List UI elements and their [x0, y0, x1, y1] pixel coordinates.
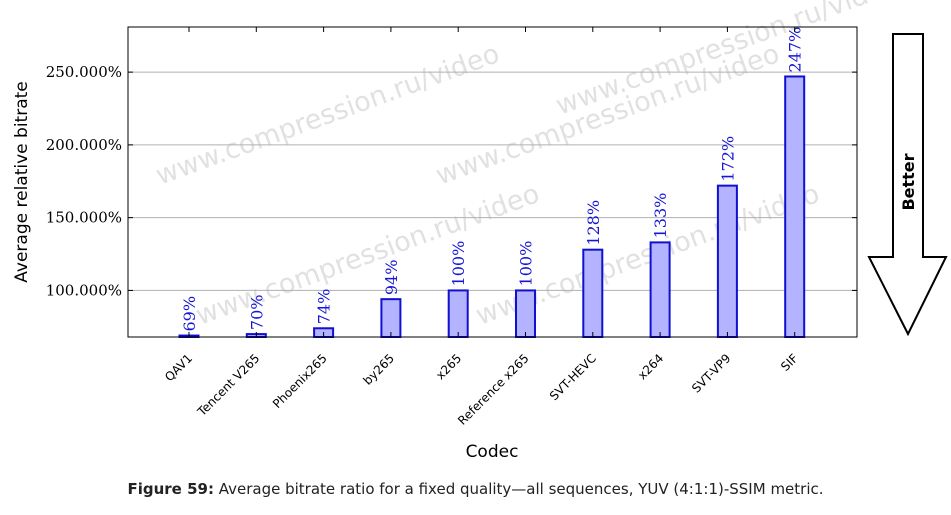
gridlines — [128, 71, 857, 291]
data-label: 133% — [651, 193, 670, 239]
x-tick-label: by265 — [361, 351, 398, 388]
y-axis-label: Average relative bitrate — [12, 81, 32, 282]
data-label: 69% — [180, 296, 199, 332]
x-tick-label: Tencent V265 — [194, 351, 262, 419]
data-labels: 69% 70% 74% 94% 100% 100% 128% 133% 172% 247% — [180, 27, 805, 332]
data-label: 94% — [382, 260, 401, 296]
caption-text: Average bitrate ratio for a fixed qualit… — [218, 480, 824, 498]
better-arrow: Better — [867, 33, 948, 337]
x-tick-label: SIF — [778, 351, 801, 374]
bar — [447, 289, 469, 338]
data-label: 172% — [718, 136, 737, 182]
data-label: 74% — [315, 289, 334, 325]
bar — [784, 75, 806, 338]
x-tick-label: Phoenix265 — [270, 351, 330, 411]
watermark-text: www.compression.ru/video — [552, 0, 904, 122]
x-tick-label: QAV1 — [162, 351, 195, 384]
bar — [515, 289, 536, 338]
x-tick-label: Reference x265 — [455, 351, 532, 428]
x-tick-label: x264 — [635, 351, 666, 382]
data-label: 128% — [584, 200, 603, 246]
data-label: 100% — [517, 241, 536, 287]
y-tick-label: 200.000% — [46, 136, 122, 154]
x-tick-label: SVT-HEVC — [547, 351, 599, 403]
y-tick-label: 100.000% — [46, 281, 122, 299]
y-tick-label: 250.000% — [46, 63, 122, 81]
better-arrow-icon — [867, 33, 948, 337]
data-label: 100% — [449, 241, 468, 287]
plot-frame — [127, 26, 858, 338]
data-label: 70% — [247, 295, 266, 331]
figure-caption: Figure 59: Average bitrate ratio for a f… — [0, 480, 951, 498]
x-axis-label: Codec — [466, 442, 519, 462]
better-label: Better — [899, 153, 918, 210]
x-tick-label: SVT-VP9 — [689, 351, 733, 395]
x-tick-label: x265 — [433, 351, 464, 382]
data-label: 247% — [786, 27, 805, 73]
bar — [716, 184, 738, 338]
bitrate-chart: www.compression.ru/video www.compression… — [12, 0, 948, 462]
caption-prefix: Figure 59: — [127, 480, 214, 498]
bar — [380, 298, 402, 339]
bar — [649, 241, 671, 338]
bar — [582, 248, 604, 338]
y-axis: 100.000% 150.000% 200.000% 250.000% — [46, 63, 857, 299]
y-tick-label: 150.000% — [46, 209, 122, 227]
